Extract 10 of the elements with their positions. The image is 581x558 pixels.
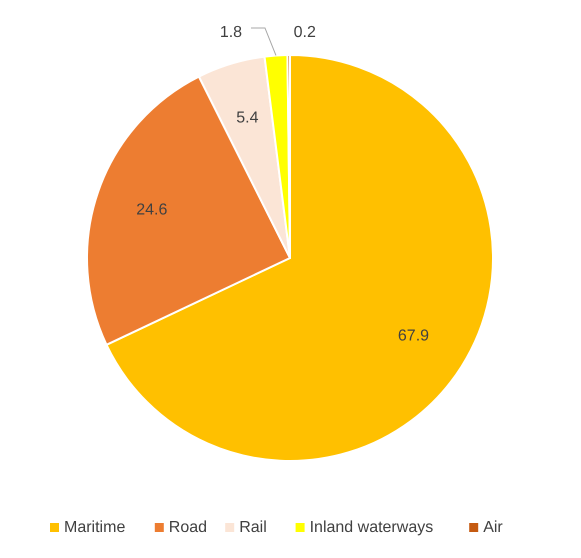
data-label: 67.9 (398, 327, 430, 344)
legend-label: Rail (239, 519, 267, 536)
legend-label: Inland waterways (310, 519, 434, 536)
data-label: 5.4 (236, 109, 259, 126)
legend-label: Maritime (64, 519, 126, 536)
legend-label: Air (483, 519, 504, 536)
data-label: 24.6 (136, 202, 168, 219)
legend-label: Road (168, 519, 208, 536)
data-label: 1.8 (220, 24, 242, 42)
data-label: 0.2 (294, 24, 316, 42)
